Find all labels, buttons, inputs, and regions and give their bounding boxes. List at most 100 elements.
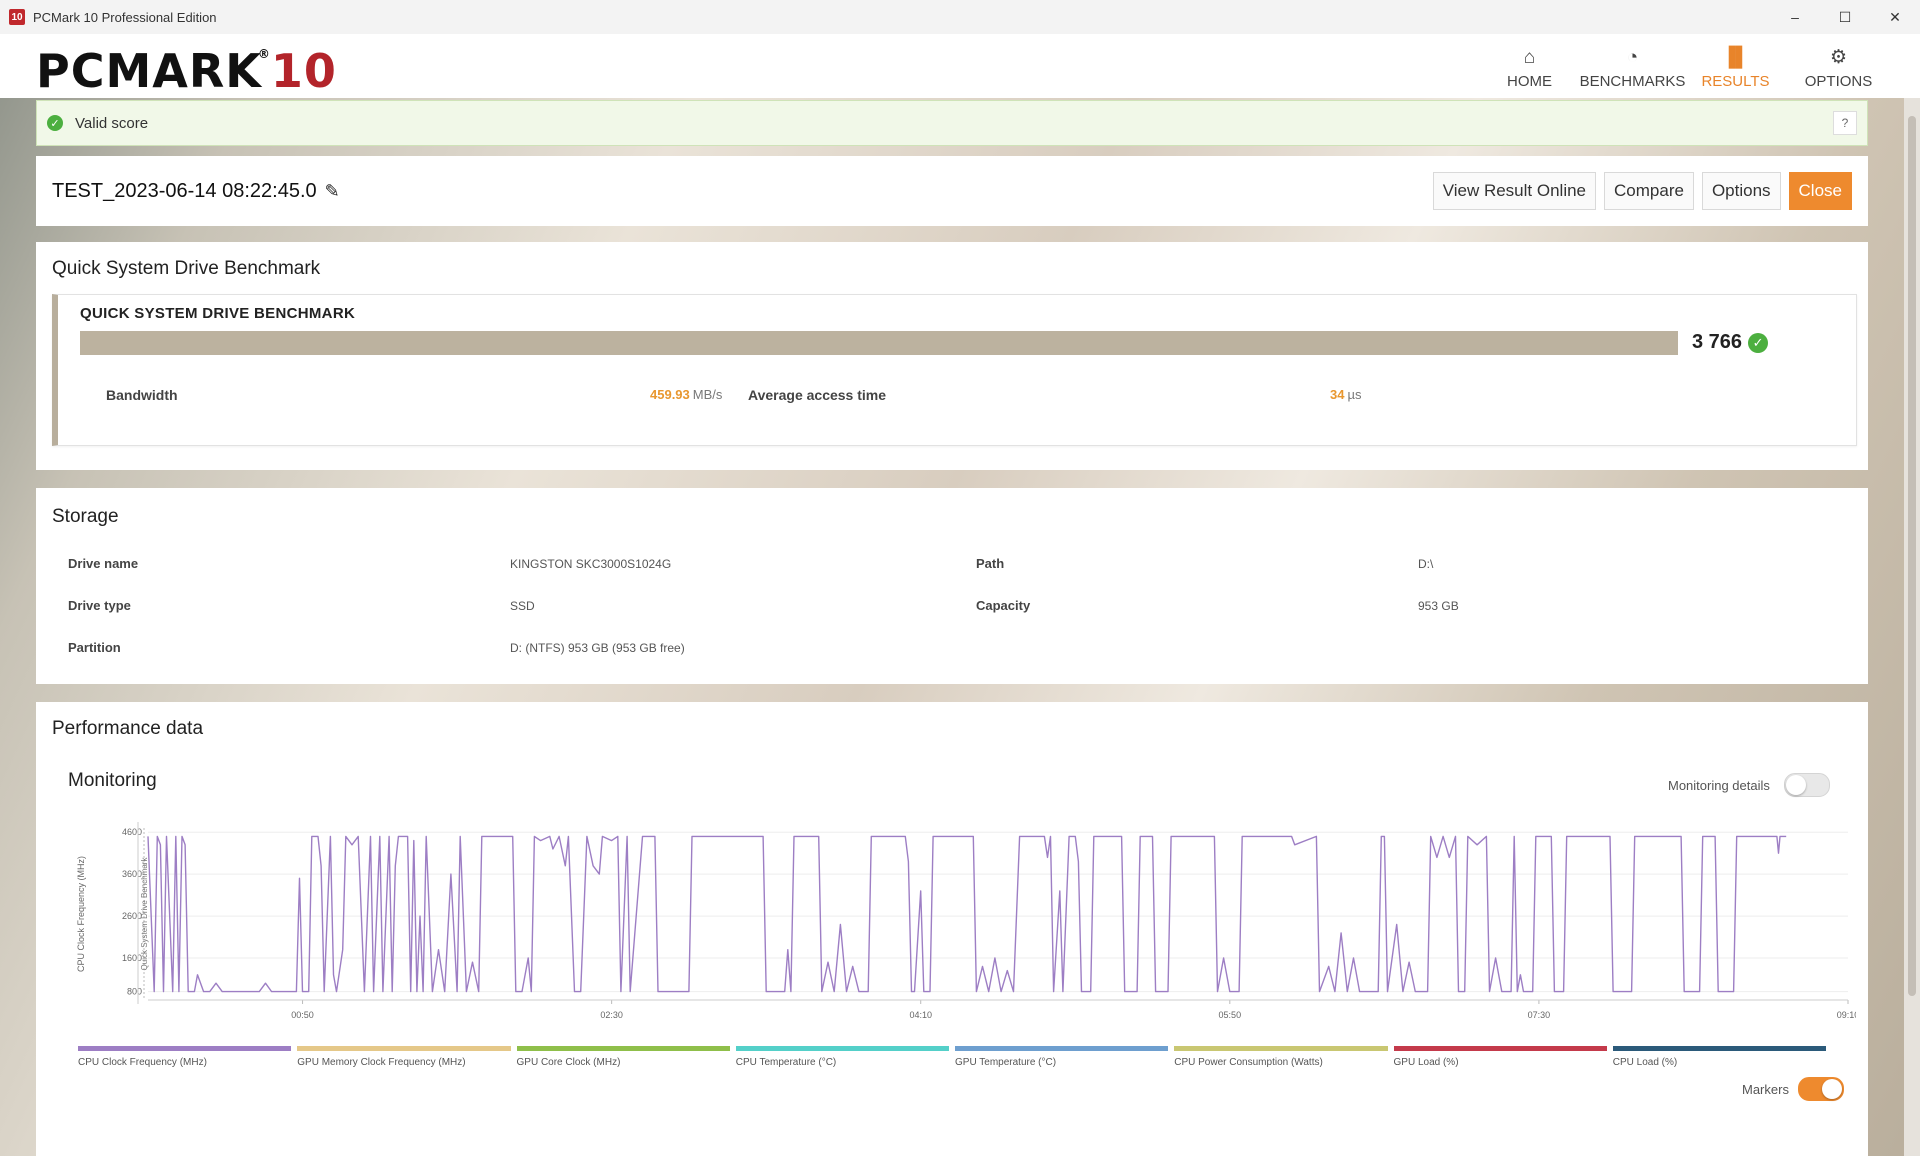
storage-section: Storage Drive name KINGSTON SKC3000S1024… [36,488,1868,684]
legend-swatch [1612,1046,1826,1051]
score-bar [80,331,1678,355]
storage-section-title: Storage [52,506,119,527]
check-icon: ✓ [1748,332,1769,353]
legend-label: GPU Memory Clock Frequency (MHz) [297,1057,466,1068]
window-title: PCMark 10 Professional Edition [33,9,217,25]
legend-swatch [735,1046,949,1051]
drive-name-label: Drive name [68,556,139,571]
nav-results-label: RESULTS [1701,72,1770,90]
legend-label: GPU Core Clock (MHz) [516,1057,621,1068]
nav-home-label: HOME [1507,72,1552,90]
y-tick-label: 800 [127,987,142,997]
drive-name-value: KINGSTON SKC3000S1024G [510,557,672,571]
home-icon: ⌂ [1523,46,1536,68]
legend-item[interactable]: CPU Temperature (°C) [735,1046,949,1068]
legend-swatch [1393,1046,1607,1051]
x-tick-label: 04:10 [909,1010,932,1020]
maximize-icon[interactable]: ☐ [1838,8,1852,25]
result-name: TEST_2023-06-14 08:22:45.0 [52,180,317,202]
close-button[interactable]: Close [1788,172,1852,210]
nav-home[interactable]: ⌂ HOME [1478,40,1581,96]
legend-label: CPU Temperature (°C) [735,1057,837,1068]
valid-score-banner: ✓ Valid score ? [36,100,1868,146]
legend-item[interactable]: CPU Clock Frequency (MHz) [78,1046,292,1068]
performance-section: Performance data Monitoring Monitoring d… [36,702,1868,1156]
partition-value: D: (NTFS) 953 GB (953 GB free) [510,641,685,655]
result-actions: View Result Online Compare Options Close [1432,172,1852,210]
monitoring-details-label: Monitoring details [1668,778,1770,793]
legend-label: GPU Temperature (°C) [955,1057,1057,1068]
help-button[interactable]: ? [1833,111,1857,135]
legend-swatch [78,1046,292,1051]
legend-item[interactable]: GPU Memory Clock Frequency (MHz) [297,1046,511,1068]
close-window-icon[interactable]: ✕ [1889,8,1901,25]
markers-label: Markers [1742,1082,1789,1097]
legend-swatch [955,1046,1169,1051]
legend-label: CPU Clock Frequency (MHz) [78,1057,207,1068]
y-tick-label: 1600 [122,953,142,963]
path-label: Path [976,556,1005,571]
vertical-scrollbar[interactable] [1904,98,1920,1156]
nav-results[interactable]: ▐▌ RESULTS [1684,40,1787,96]
title-bar: 10 PCMark 10 Professional Edition – ☐ ✕ [0,0,1920,35]
scrollbar-thumb[interactable] [1908,116,1916,996]
access-time-number: 34 [1330,387,1345,402]
gear-icon: ⚙ [1829,46,1848,68]
toggle-knob [1786,775,1806,795]
bandwidth-unit: MB/s [692,387,723,402]
legend-item[interactable]: GPU Core Clock (MHz) [516,1046,730,1068]
y-axis-label: CPU Clock Frequency (MHz) [76,856,86,972]
legend-item[interactable]: GPU Load (%) [1393,1046,1607,1068]
y-tick-label: 3600 [122,869,142,879]
nav-options[interactable]: ⚙ OPTIONS [1787,40,1890,96]
benchmark-name: QUICK SYSTEM DRIVE BENCHMARK [80,305,356,322]
minimize-icon[interactable]: – [1791,9,1799,25]
legend-item[interactable]: CPU Power Consumption (Watts) [1174,1046,1388,1068]
logo-text: PCMARK [36,44,262,98]
view-result-online-button[interactable]: View Result Online [1432,172,1597,210]
y-tick-label: 2600 [122,911,142,921]
options-button[interactable]: Options [1701,172,1781,210]
bandwidth-value: 459.93 MB/s [650,387,722,402]
app-header: PCMARK®10 ⌂ HOME ◔ BENCHMARKS ▐▌ RESULTS… [0,34,1920,98]
main-nav: ⌂ HOME ◔ BENCHMARKS ▐▌ RESULTS ⚙ OPTIONS [1478,40,1890,96]
result-header: TEST_2023-06-14 08:22:45.0 ✎ View Result … [36,156,1868,226]
nav-options-label: OPTIONS [1804,72,1873,90]
benchmark-score: 3 766 ✓ [1692,331,1769,354]
capacity-value: 953 GB [1418,599,1459,613]
nav-benchmarks-label: BENCHMARKS [1579,72,1686,90]
benchmark-section: Quick System Drive Benchmark QUICK SYSTE… [36,242,1868,470]
monitoring-details-toggle[interactable] [1784,773,1830,797]
result-title: TEST_2023-06-14 08:22:45.0 ✎ [52,180,340,203]
legend-label: CPU Power Consumption (Watts) [1174,1057,1323,1068]
partition-label: Partition [68,640,121,655]
legend-item[interactable]: GPU Temperature (°C) [955,1046,1169,1068]
access-time-label: Average access time [748,387,887,403]
benchmark-marker-label: Quick System Drive Benchmark [140,857,149,971]
y-tick-label: 4600 [122,827,142,837]
logo-number: 10 [270,44,337,98]
compare-button[interactable]: Compare [1604,172,1694,210]
x-tick-label: 02:30 [600,1010,623,1020]
pencil-icon[interactable]: ✎ [324,181,340,201]
performance-section-title: Performance data [52,718,204,739]
valid-score-text: Valid score [75,114,149,132]
x-tick-label: 07:30 [1528,1010,1551,1020]
cpu-clock-series-line [147,835,1787,993]
markers-toggle[interactable] [1798,1077,1844,1101]
monitoring-chart: 800 1600 2600 3600 4600 00:50 02:30 04:10 05:50 0… [76,822,1856,1020]
check-icon: ✓ [47,115,63,131]
drive-type-value: SSD [510,599,535,613]
legend-swatch [1174,1046,1388,1051]
benchmark-section-title: Quick System Drive Benchmark [52,258,321,279]
legend-item[interactable]: CPU Load (%) [1612,1046,1826,1068]
chart-legend: CPU Clock Frequency (MHz) GPU Memory Cloc… [78,1046,1826,1068]
drive-type-label: Drive type [68,598,131,613]
legend-label: CPU Load (%) [1612,1057,1678,1068]
bar-chart-icon: ▐▌ [1722,46,1749,68]
nav-benchmarks[interactable]: ◔ BENCHMARKS [1579,40,1686,96]
x-tick-label: 09:10 [1837,1010,1856,1020]
toggle-knob [1822,1079,1842,1099]
bandwidth-label: Bandwidth [106,387,178,403]
access-time-value: 34 µs [1330,387,1361,402]
